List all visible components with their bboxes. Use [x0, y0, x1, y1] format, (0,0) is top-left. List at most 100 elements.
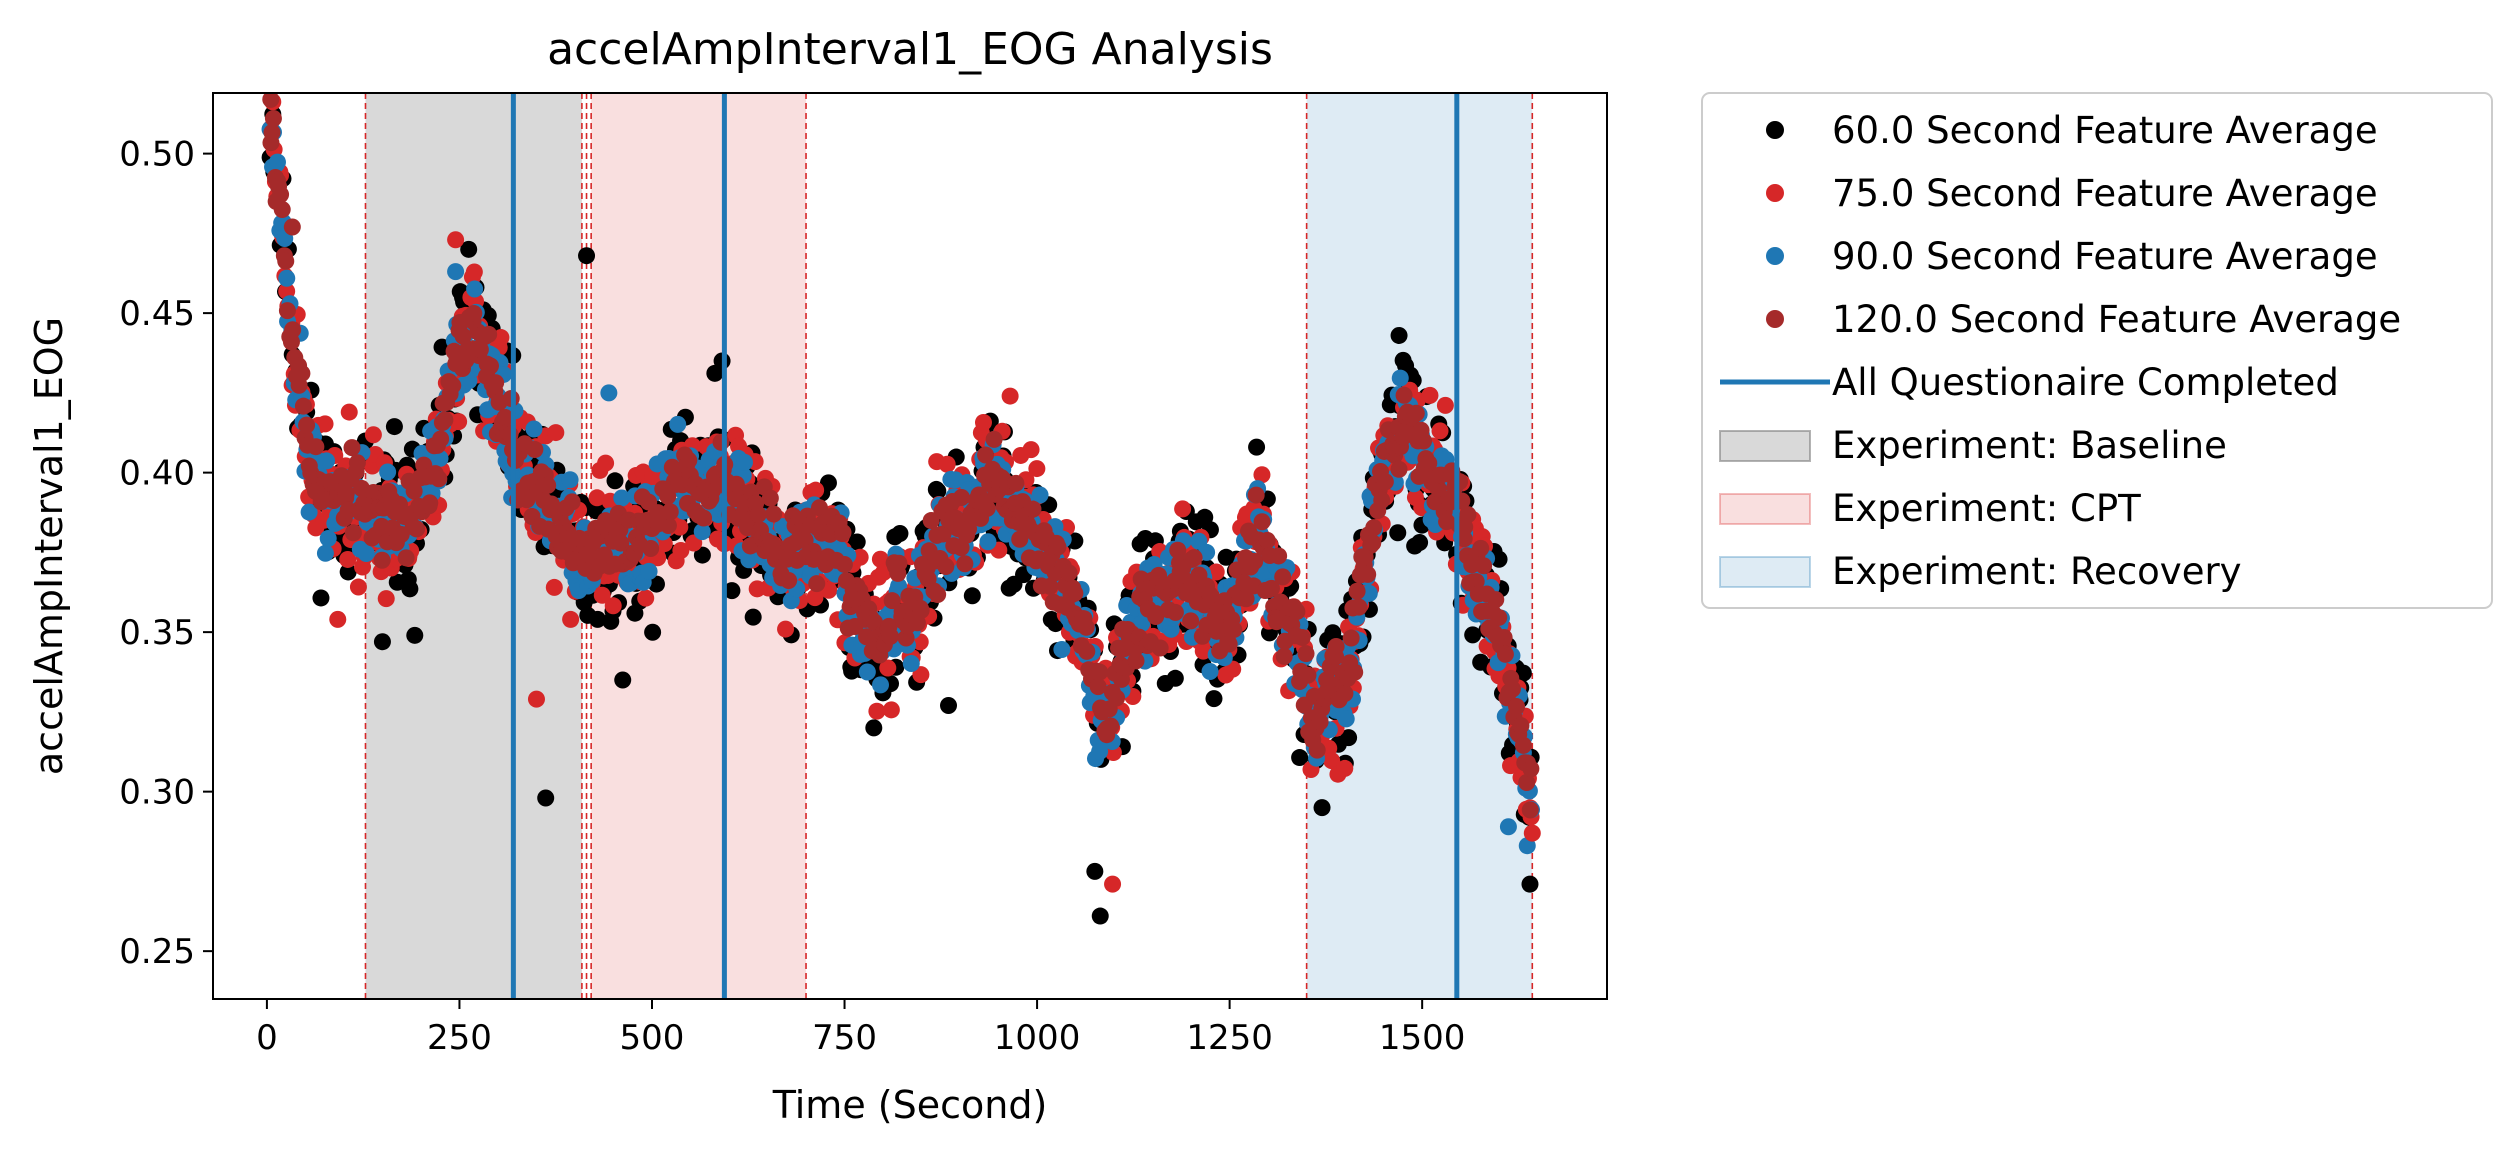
data-point	[1297, 645, 1315, 663]
data-point	[597, 454, 615, 472]
data-point	[1174, 500, 1192, 518]
series-s120	[262, 109, 1540, 819]
data-point	[294, 397, 312, 415]
y-tick-label: 0.35	[119, 613, 195, 653]
data-point-outlier	[865, 719, 883, 737]
data-point	[1373, 491, 1391, 509]
legend-label: Experiment: Recovery	[1832, 550, 2242, 593]
data-point	[606, 472, 624, 490]
data-point	[563, 493, 581, 511]
data-point	[735, 453, 753, 471]
x-axis: 0 250 500 750 1000 1250 1500	[256, 999, 1465, 1058]
legend-marker-dot	[1766, 247, 1784, 265]
data-point	[278, 302, 296, 320]
data-point	[421, 494, 439, 512]
data-point	[263, 123, 281, 141]
data-point	[642, 539, 660, 557]
data-point	[1490, 550, 1508, 568]
data-point	[706, 364, 724, 382]
data-point	[450, 413, 468, 431]
legend-marker-dot	[1766, 121, 1784, 139]
data-point	[938, 455, 956, 473]
data-point	[672, 542, 690, 560]
data-point	[1274, 568, 1292, 586]
y-tick-label: 0.25	[119, 932, 195, 972]
data-point	[912, 601, 930, 619]
data-point-outlier	[373, 633, 391, 651]
data-point	[1487, 591, 1505, 609]
data-point-outlier	[1091, 907, 1109, 925]
data-point	[834, 523, 852, 541]
data-point	[640, 562, 658, 580]
data-point	[1451, 473, 1469, 491]
data-point-outlier	[447, 263, 465, 281]
data-point	[1275, 647, 1293, 665]
data-point	[1258, 531, 1276, 549]
data-point	[377, 590, 395, 608]
x-axis-label: Time (Second)	[772, 1083, 1048, 1127]
data-point	[1291, 749, 1309, 767]
data-point	[454, 327, 472, 345]
data-point	[1205, 690, 1223, 708]
data-point	[1395, 386, 1413, 404]
data-point	[1364, 534, 1382, 552]
data-point	[979, 533, 997, 551]
data-point-outlier	[267, 192, 285, 210]
data-point	[1089, 678, 1107, 696]
data-point-outlier	[537, 789, 555, 807]
data-point	[562, 610, 580, 628]
data-point	[1253, 513, 1271, 531]
data-point	[912, 666, 930, 684]
data-point	[881, 627, 899, 645]
data-point	[1225, 621, 1243, 639]
data-point	[339, 563, 357, 581]
data-point	[1220, 635, 1238, 653]
data-point	[466, 280, 484, 298]
data-point-outlier	[1521, 875, 1539, 893]
legend-marker-dot	[1766, 310, 1784, 328]
data-point	[1288, 603, 1306, 621]
scatter-points-layer	[261, 93, 1541, 925]
data-point	[1521, 801, 1539, 819]
data-point	[431, 449, 449, 467]
data-point	[277, 252, 295, 270]
data-point	[1337, 710, 1355, 728]
legend-label: 75.0 Second Feature Average	[1832, 172, 2378, 215]
data-point	[637, 589, 655, 607]
data-point	[680, 451, 698, 469]
data-point-outlier	[614, 671, 632, 689]
data-point	[644, 623, 662, 641]
x-tick-label: 750	[812, 1018, 877, 1058]
legend-items: 60.0 Second Feature Average 75.0 Second F…	[1719, 109, 2401, 593]
data-point-outlier	[578, 247, 596, 265]
data-point	[545, 578, 563, 596]
data-point	[337, 484, 355, 502]
data-point-outlier	[527, 690, 545, 708]
data-point	[647, 575, 665, 593]
data-point	[1522, 760, 1540, 778]
legend: 60.0 Second Feature Average 75.0 Second F…	[1701, 92, 2493, 609]
data-point	[1293, 628, 1311, 646]
data-point	[1182, 612, 1200, 630]
data-point	[1022, 441, 1040, 459]
data-point	[659, 517, 677, 535]
data-point	[807, 481, 825, 499]
x-tick-label: 250	[427, 1018, 492, 1058]
data-point	[1431, 422, 1449, 440]
data-point	[777, 620, 795, 638]
data-point	[480, 325, 498, 343]
data-point	[693, 546, 711, 564]
data-point	[339, 550, 357, 568]
data-point	[561, 471, 579, 489]
data-point	[1490, 608, 1508, 626]
data-point	[1350, 598, 1368, 616]
data-point	[487, 374, 505, 392]
legend-marker-patch	[1719, 556, 1811, 588]
data-point	[1185, 549, 1203, 567]
data-point-outlier	[1499, 818, 1517, 836]
data-point	[436, 411, 454, 429]
legend-item: Experiment: Recovery	[1719, 550, 2242, 593]
legend-label: 60.0 Second Feature Average	[1832, 109, 2378, 152]
data-point	[1253, 466, 1271, 484]
y-tick-label: 0.40	[119, 454, 195, 494]
